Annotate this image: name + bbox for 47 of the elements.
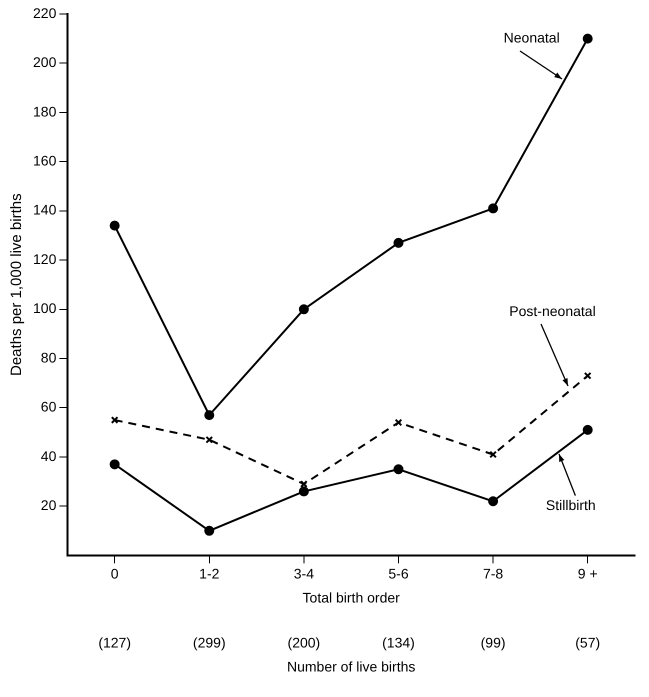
y-tick-label: 160 [33,152,57,169]
point [393,464,404,474]
y-axis-title: Deaths per 1,000 live births [8,193,26,376]
point [394,418,402,426]
point [488,496,498,506]
x-tick-label: 5-6 [388,566,409,582]
y-tick-label: 180 [33,103,57,120]
point [300,480,308,488]
text: (200) [288,634,320,650]
point [582,424,593,435]
y-tick-label: 120 [33,250,57,267]
point [204,410,214,420]
point [204,526,214,536]
point [584,372,592,380]
x-axis-title: Total birth order [302,589,400,606]
text: (299) [192,634,226,650]
point [110,220,120,231]
x-tick-label: 0 [110,566,119,582]
point [205,436,214,444]
point [488,203,498,214]
text: (57) [575,634,600,650]
y-tick-label: 80 [40,349,57,366]
y-tick-label: 140 [33,202,57,218]
text: (99) [480,634,506,650]
point [110,459,120,470]
text: (134) [382,634,415,650]
y-tick-label: 20 [40,497,57,514]
point [489,450,497,458]
text: Number of live births [286,658,416,674]
y-tick-label: 40 [40,448,57,464]
y-tick-label: 60 [40,398,57,415]
x-tick-label: 7-8 [482,566,504,582]
y-tick-label: 100 [33,300,57,316]
point [298,304,309,314]
y-tick-label: 220 [33,4,57,21]
point [393,238,404,248]
x-tick-label: 3-4 [294,566,314,582]
point [298,486,309,496]
text: Stillbirth [546,496,596,513]
text: (127) [98,634,132,650]
text: Post-neonatal [509,302,596,319]
x-tick-label: 1-2 [199,566,220,582]
point [110,416,118,424]
series-label: Neonatal [504,30,560,46]
x-tick-label: 9 + [578,566,598,582]
y-tick-label: 200 [33,54,57,70]
point [582,34,593,44]
